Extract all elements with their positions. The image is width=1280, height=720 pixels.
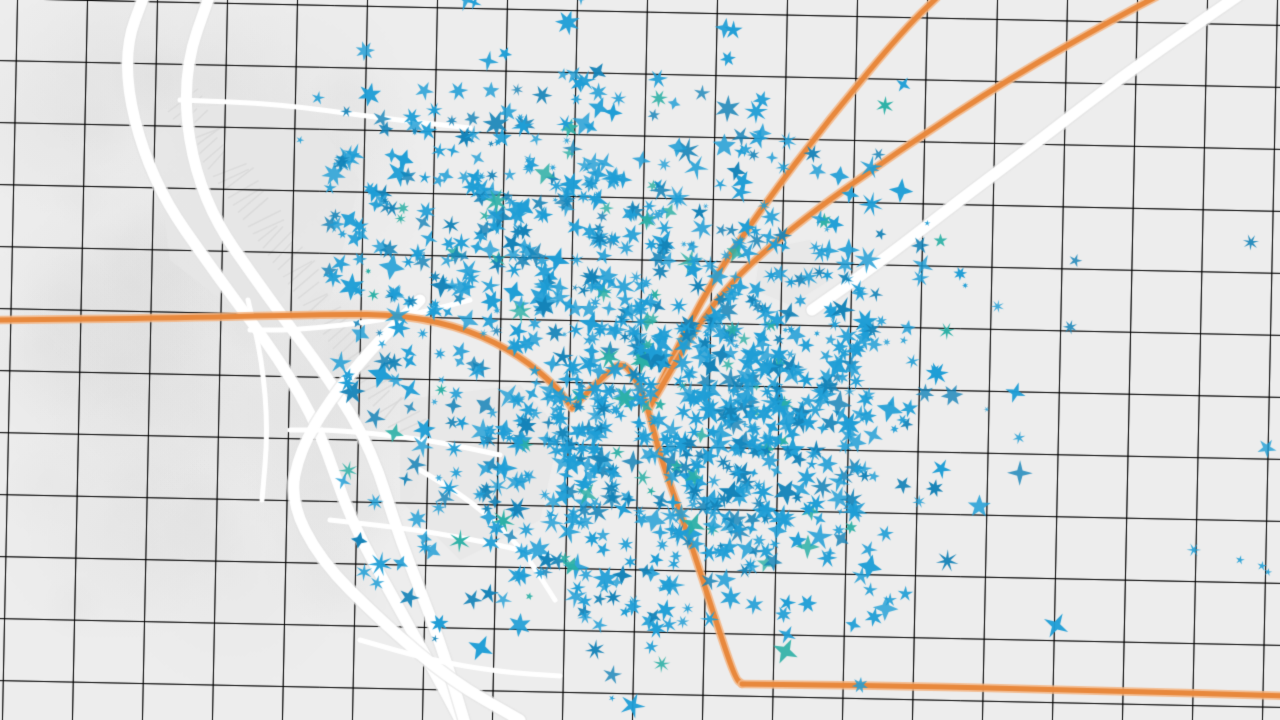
- map-canvas[interactable]: [0, 0, 1280, 720]
- map-container[interactable]: [0, 0, 1280, 720]
- map-marker-layer[interactable]: [0, 0, 1280, 720]
